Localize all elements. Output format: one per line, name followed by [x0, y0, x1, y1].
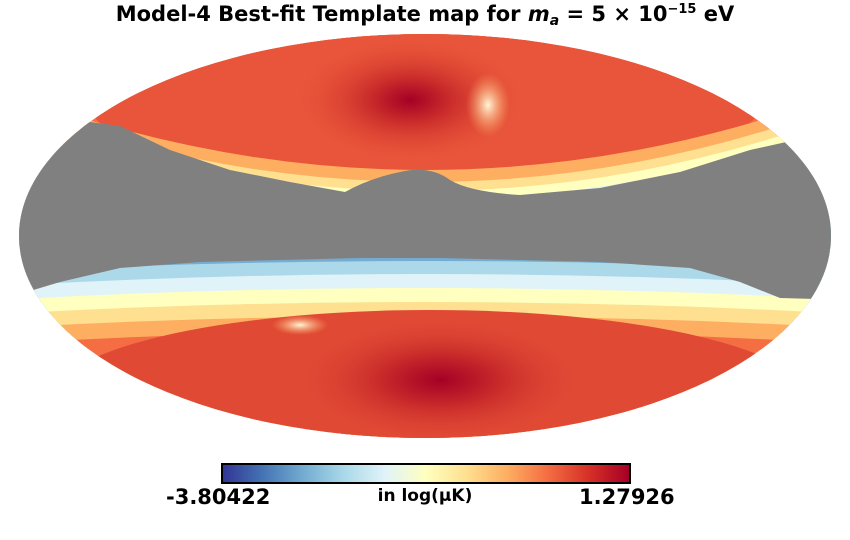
- title-equals-value: = 5 × 10: [559, 2, 668, 26]
- colorbar: [221, 463, 631, 484]
- title-exponent: −15: [667, 2, 697, 17]
- colorbar-max-label: 1.27926: [579, 485, 675, 509]
- colorbar-unit-label: in log(μK): [377, 486, 473, 506]
- title-unit: eV: [696, 2, 735, 26]
- title-text: Model-4 Best-fit Template map for: [115, 2, 528, 26]
- map-title: Model-4 Best-fit Template map for ma = 5…: [0, 2, 850, 29]
- title-mass-symbol: m: [527, 2, 550, 26]
- title-mass-subscript: a: [549, 13, 560, 29]
- mollweide-sky-map: [19, 34, 831, 438]
- colorbar-min-label: -3.80422: [166, 485, 271, 509]
